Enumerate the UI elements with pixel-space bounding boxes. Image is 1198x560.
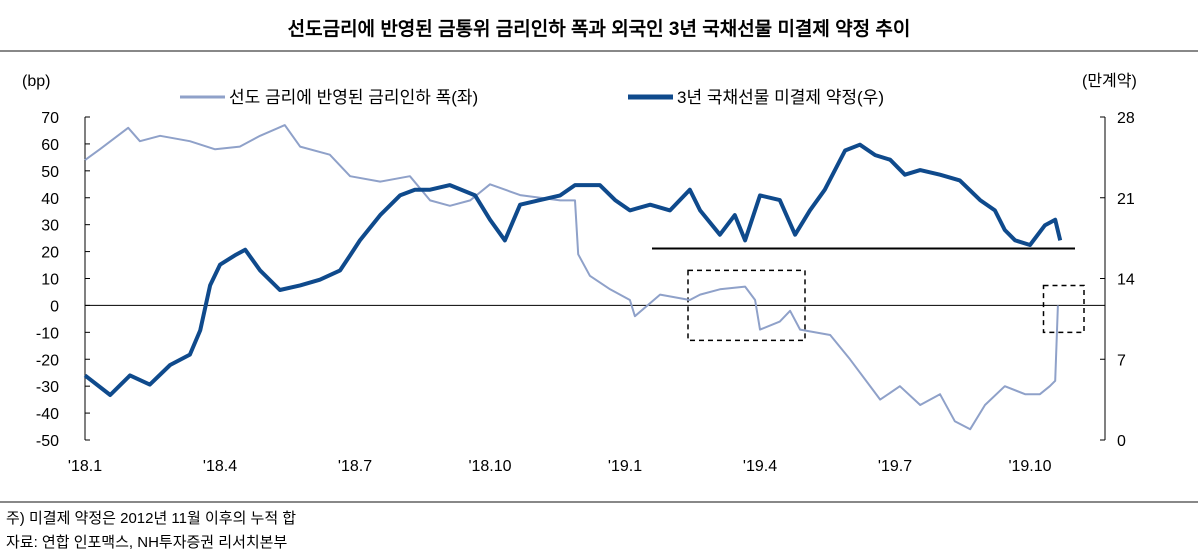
right-tick-label: 14 <box>1117 272 1135 289</box>
x-tick-label: '18.7 <box>338 458 372 475</box>
x-tick-label: '19.7 <box>878 458 912 475</box>
left-axis-label: (bp) <box>22 73 50 90</box>
legend-label-rate: 선도 금리에 반영된 금리인하 폭(좌) <box>229 88 478 107</box>
left-tick-label: 60 <box>41 137 59 154</box>
right-tick-label: 28 <box>1117 110 1135 127</box>
left-tick-label: 0 <box>50 298 59 315</box>
left-tick-label: -10 <box>36 325 59 342</box>
left-tick-label: -40 <box>36 406 59 423</box>
x-tick-label: '19.1 <box>608 458 642 475</box>
x-tick-label: '18.10 <box>468 458 511 475</box>
series-line-open-interest <box>83 142 1063 397</box>
left-tick-label: 70 <box>41 110 59 127</box>
series-line-rate-cut <box>84 124 1059 431</box>
right-axis-label: (만계약) <box>1082 72 1137 90</box>
title-divider <box>0 50 1198 52</box>
right-tick-label: 7 <box>1117 352 1126 369</box>
legend: 선도 금리에 반영된 금리인하 폭(좌) 3년 국채선물 미결제 약정(우) <box>180 88 884 107</box>
chart-title: 선도금리에 반영된 금통위 금리인하 폭과 외국인 3년 국채선물 미결제 약정… <box>287 19 911 40</box>
x-tick-label: '19.4 <box>743 458 777 475</box>
x-tick-label: '18.1 <box>68 458 102 475</box>
legend-label-oi: 3년 국채선물 미결제 약정(우) <box>677 88 884 107</box>
left-tick-label: 50 <box>41 164 59 181</box>
left-tick-label: -30 <box>36 379 59 396</box>
x-tick-label: '19.10 <box>1008 458 1051 475</box>
highlight-box <box>1042 284 1085 334</box>
left-tick-label: 20 <box>41 245 59 262</box>
right-tick-label: 0 <box>1117 433 1126 450</box>
left-tick-label: 10 <box>41 272 59 289</box>
left-tick-label: 30 <box>41 218 59 235</box>
x-tick-label: '18.4 <box>203 458 237 475</box>
left-tick-label: 40 <box>41 191 59 208</box>
footer-divider <box>0 501 1198 503</box>
chart-plot: (bp) (만계약) 선도 금리에 반영된 금리인하 폭(좌) 3년 국채선물 … <box>22 72 1137 475</box>
left-tick-label: -50 <box>36 433 59 450</box>
source-note: 자료: 연합 인포맥스, NH투자증권 리서치본부 <box>6 534 288 551</box>
right-tick-label: 21 <box>1117 191 1135 208</box>
left-tick-label: -20 <box>36 352 59 369</box>
highlight-box <box>687 269 806 342</box>
footnote: 주) 미결제 약정은 2012년 11월 이후의 누적 합 <box>6 510 297 527</box>
